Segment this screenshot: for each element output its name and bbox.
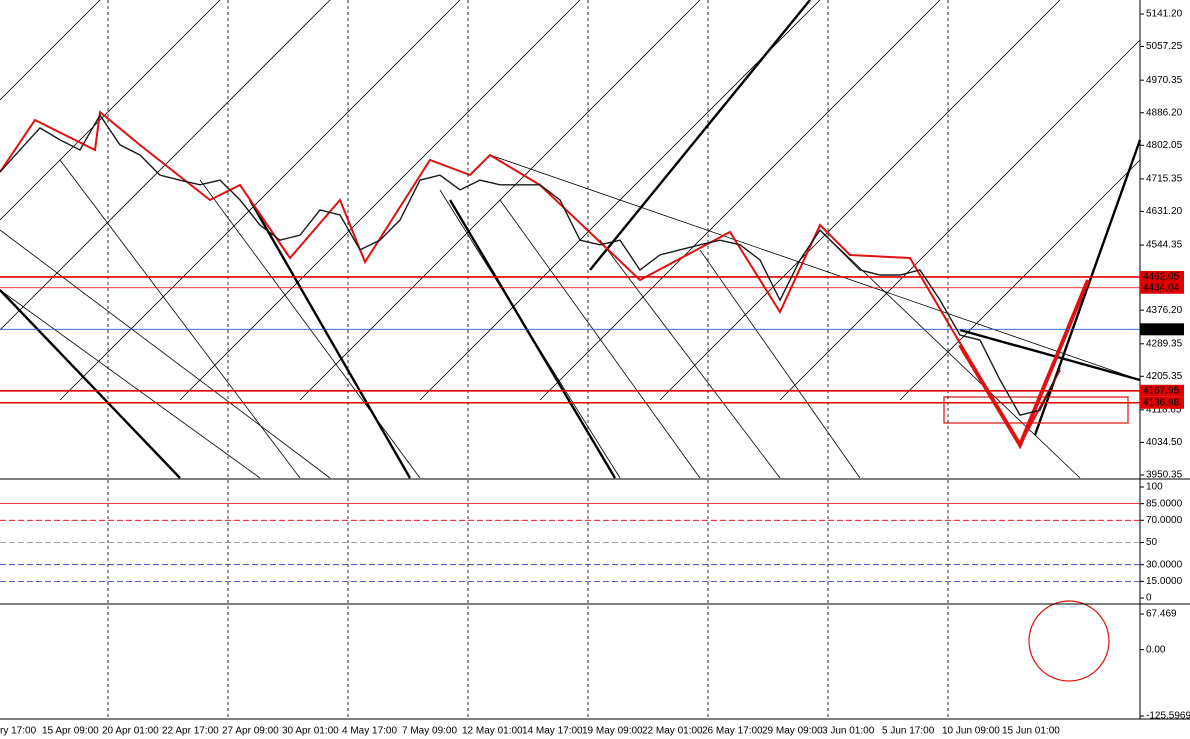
y-tick-label: 4376.20 xyxy=(1146,305,1183,316)
y-tick-label: 15.0000 xyxy=(1146,576,1183,587)
price-tag-label: 4326.69 xyxy=(1143,324,1180,335)
price-line xyxy=(0,113,1061,416)
y-tick-label: 85.0000 xyxy=(1146,498,1183,509)
x-tick-label: 4 May 17:00 xyxy=(342,726,397,737)
x-tick-label: 30 Apr 01:00 xyxy=(282,726,339,737)
price-tag xyxy=(1140,281,1184,294)
y-tick-label: 4802.05 xyxy=(1146,140,1183,151)
x-tick-label: 3 Jun 01:00 xyxy=(822,726,875,737)
trend-lines xyxy=(0,0,1141,479)
y-tick-label: 50 xyxy=(1146,537,1158,548)
x-tick-label: 26 May 17:00 xyxy=(702,726,763,737)
y-tick-label: -125.5969 xyxy=(1146,711,1190,722)
y-tick-label: 4970.35 xyxy=(1146,75,1183,86)
y-tick-label: 4034.50 xyxy=(1146,437,1183,448)
highlight-circle xyxy=(1028,600,1110,682)
x-tick-label: 15 Jun 01:00 xyxy=(1002,726,1060,737)
y-tick-label: 4715.35 xyxy=(1146,174,1183,185)
x-tick-label: ry 17:00 xyxy=(0,726,37,737)
x-tick-label: 29 May 09:00 xyxy=(762,726,823,737)
y-tick-label: 30.0000 xyxy=(1146,559,1183,570)
x-tick-label: 27 Apr 09:00 xyxy=(222,726,279,737)
x-tick-label: 10 Jun 09:00 xyxy=(942,726,1000,737)
x-tick-label: 22 May 01:00 xyxy=(642,726,703,737)
y-tick-label: 4544.35 xyxy=(1146,240,1183,251)
x-tick-label: 12 May 01:00 xyxy=(462,726,523,737)
x-tick-label: 7 May 09:00 xyxy=(402,726,457,737)
y-tick-label: 0 xyxy=(1146,593,1152,604)
y-tick-label: 4631.20 xyxy=(1146,206,1183,217)
y-tick-label: 4205.35 xyxy=(1146,371,1183,382)
price-tag-label: 4462.05 xyxy=(1143,272,1180,283)
price-tag-label: 4167.95 xyxy=(1143,385,1180,396)
price-tag xyxy=(1140,323,1184,336)
y-tick-label: 70.0000 xyxy=(1146,515,1183,526)
price-tag-label: 4136.98 xyxy=(1143,397,1180,408)
y-tick-label: 4886.20 xyxy=(1146,107,1183,118)
x-tick-label: 20 Apr 01:00 xyxy=(102,726,159,737)
y-tick-label: 5141.20 xyxy=(1146,9,1183,20)
x-tick-label: 15 Apr 09:00 xyxy=(42,726,99,737)
price-tag-label: 4434.04 xyxy=(1143,282,1180,293)
price-tag xyxy=(1140,384,1184,397)
plot-background xyxy=(0,0,1140,719)
x-tick-label: 5 Jun 17:00 xyxy=(882,726,935,737)
y-tick-label: 0.00 xyxy=(1146,644,1166,655)
y-tick-label: 3950.35 xyxy=(1146,470,1183,481)
y-tick-label: 5057.25 xyxy=(1146,41,1183,52)
zigzag xyxy=(0,110,1129,450)
price-tag xyxy=(1140,396,1184,409)
y-tick-label: 4118.65 xyxy=(1146,404,1182,415)
y-tick-label: 4289.35 xyxy=(1146,338,1183,349)
x-tick-label: 14 May 17:00 xyxy=(522,726,583,737)
x-tick-label: 22 Apr 17:00 xyxy=(162,726,219,737)
y-tick-label: 100 xyxy=(1146,482,1163,493)
x-tick-label: 19 May 09:00 xyxy=(582,726,643,737)
y-tick-label: 67.469 xyxy=(1146,609,1177,620)
price-tag xyxy=(1140,270,1184,283)
